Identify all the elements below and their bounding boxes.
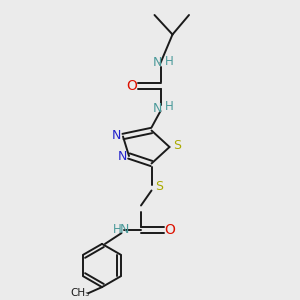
Text: O: O	[165, 223, 176, 236]
Text: CH₃: CH₃	[70, 288, 90, 298]
Text: S: S	[155, 179, 163, 193]
Text: O: O	[126, 79, 137, 92]
Text: H: H	[165, 100, 174, 113]
Text: S: S	[173, 139, 181, 152]
Text: N: N	[120, 223, 129, 236]
Text: N: N	[112, 129, 121, 142]
Text: H: H	[165, 55, 174, 68]
Text: N: N	[153, 56, 162, 70]
Text: N: N	[118, 150, 127, 163]
Text: N: N	[153, 101, 162, 115]
Text: H: H	[112, 223, 122, 236]
